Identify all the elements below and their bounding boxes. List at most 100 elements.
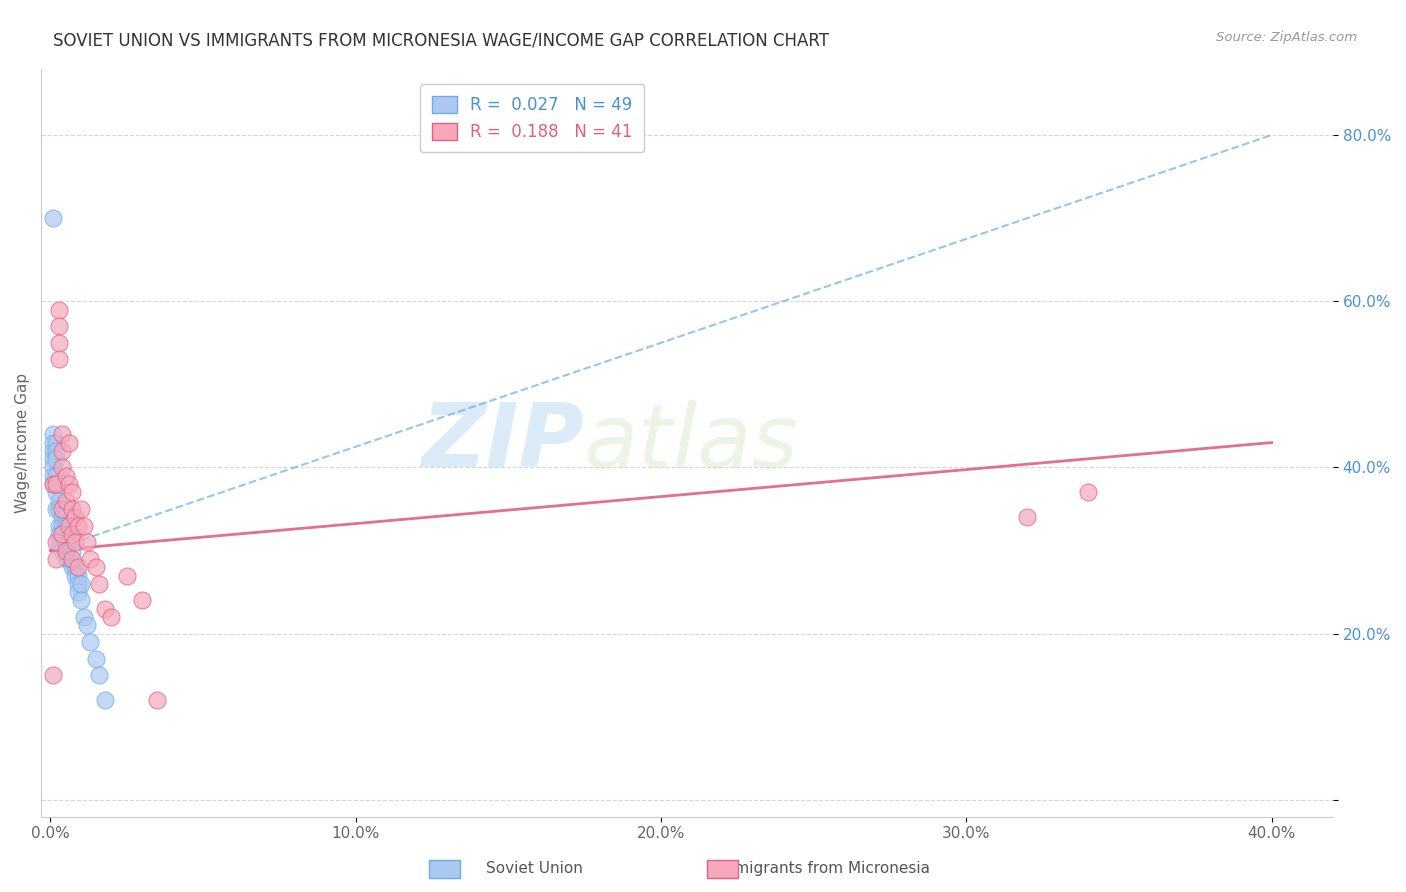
- Point: [51, 527, 73, 541]
- Point: [131, 593, 153, 607]
- Point: [94, 693, 117, 707]
- Point: [51, 443, 73, 458]
- Point: [69, 502, 91, 516]
- Point: [89, 577, 111, 591]
- Text: Immigrants from Micronesia: Immigrants from Micronesia: [716, 861, 929, 876]
- Point: [58, 552, 80, 566]
- Point: [84, 560, 107, 574]
- FancyBboxPatch shape: [707, 860, 738, 878]
- Point: [45, 535, 67, 549]
- Text: SOVIET UNION VS IMMIGRANTS FROM MICRONESIA WAGE/INCOME GAP CORRELATION CHART: SOVIET UNION VS IMMIGRANTS FROM MICRONES…: [53, 31, 830, 49]
- Point: [51, 510, 73, 524]
- Point: [58, 518, 80, 533]
- Point: [45, 502, 67, 516]
- Point: [48, 527, 70, 541]
- Point: [55, 493, 77, 508]
- Point: [48, 302, 70, 317]
- Point: [66, 560, 89, 574]
- Point: [45, 485, 67, 500]
- Point: [63, 510, 86, 524]
- Point: [55, 502, 77, 516]
- Point: [55, 535, 77, 549]
- Point: [66, 577, 89, 591]
- Point: [76, 618, 98, 632]
- Point: [60, 527, 83, 541]
- Point: [48, 502, 70, 516]
- Point: [55, 468, 77, 483]
- Point: [42, 477, 65, 491]
- Point: [55, 552, 77, 566]
- Point: [42, 443, 65, 458]
- Point: [42, 435, 65, 450]
- Point: [1077, 485, 1099, 500]
- Point: [89, 668, 111, 682]
- Point: [1017, 510, 1039, 524]
- Point: [60, 535, 83, 549]
- Point: [45, 435, 67, 450]
- Point: [48, 352, 70, 367]
- Text: ZIP: ZIP: [420, 399, 583, 486]
- Point: [66, 585, 89, 599]
- Point: [42, 452, 65, 467]
- Point: [48, 335, 70, 350]
- Point: [63, 568, 86, 582]
- Point: [42, 668, 65, 682]
- Point: [42, 468, 65, 483]
- Point: [48, 518, 70, 533]
- Point: [63, 535, 86, 549]
- Point: [94, 602, 117, 616]
- Point: [69, 593, 91, 607]
- Point: [51, 518, 73, 533]
- Text: Soviet Union: Soviet Union: [486, 861, 582, 876]
- Point: [55, 543, 77, 558]
- Point: [45, 477, 67, 491]
- Point: [45, 468, 67, 483]
- Point: [100, 610, 122, 624]
- Point: [60, 543, 83, 558]
- Point: [42, 477, 65, 491]
- Point: [42, 460, 65, 475]
- Point: [51, 535, 73, 549]
- Point: [42, 211, 65, 226]
- Point: [45, 443, 67, 458]
- Point: [66, 568, 89, 582]
- Point: [76, 535, 98, 549]
- Point: [60, 560, 83, 574]
- Point: [55, 510, 77, 524]
- Text: atlas: atlas: [583, 400, 799, 485]
- Point: [55, 543, 77, 558]
- Point: [58, 477, 80, 491]
- Point: [60, 552, 83, 566]
- Point: [51, 502, 73, 516]
- Point: [48, 319, 70, 334]
- FancyBboxPatch shape: [429, 860, 460, 878]
- Point: [66, 518, 89, 533]
- Point: [60, 485, 83, 500]
- Legend: R =  0.027   N = 49, R =  0.188   N = 41: R = 0.027 N = 49, R = 0.188 N = 41: [420, 85, 644, 153]
- Point: [73, 610, 96, 624]
- Text: Source: ZipAtlas.com: Source: ZipAtlas.com: [1216, 31, 1357, 45]
- Y-axis label: Wage/Income Gap: Wage/Income Gap: [15, 373, 30, 513]
- Point: [48, 493, 70, 508]
- Point: [63, 560, 86, 574]
- Point: [73, 518, 96, 533]
- Point: [58, 527, 80, 541]
- Point: [48, 535, 70, 549]
- Point: [51, 543, 73, 558]
- Point: [51, 527, 73, 541]
- Point: [60, 502, 83, 516]
- Point: [69, 577, 91, 591]
- Point: [51, 460, 73, 475]
- Point: [42, 427, 65, 442]
- Point: [51, 427, 73, 442]
- Point: [55, 518, 77, 533]
- Point: [45, 452, 67, 467]
- Point: [84, 651, 107, 665]
- Point: [79, 635, 101, 649]
- Point: [79, 552, 101, 566]
- Point: [115, 568, 138, 582]
- Point: [58, 535, 80, 549]
- Point: [45, 552, 67, 566]
- Point: [146, 693, 169, 707]
- Point: [58, 435, 80, 450]
